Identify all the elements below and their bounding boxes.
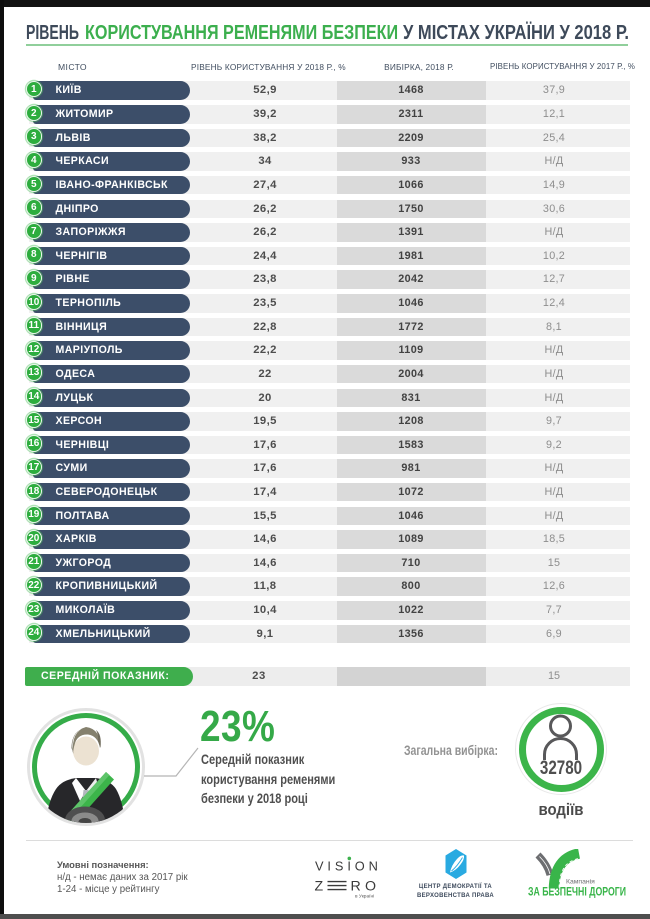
svg-text:VISION: VISION <box>315 859 382 874</box>
svg-text:ЗА БЕЗПЕЧНІ ДОРОГИ: ЗА БЕЗПЕЧНІ ДОРОГИ <box>528 887 626 899</box>
svg-text:Кампанія: Кампанія <box>566 878 595 886</box>
svg-text:Z: Z <box>315 879 324 895</box>
svg-text:в Україні: в Україні <box>355 894 374 900</box>
svg-text:RO: RO <box>351 879 381 895</box>
